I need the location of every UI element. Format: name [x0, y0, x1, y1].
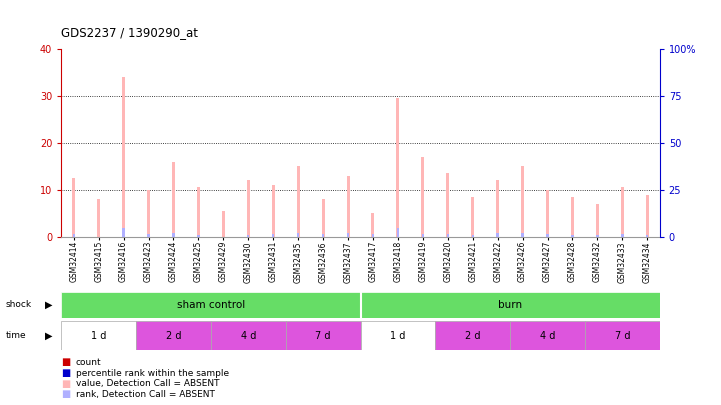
Text: 2 d: 2 d [166, 330, 181, 341]
Bar [136, 321, 211, 350]
Text: GDS2237 / 1390290_at: GDS2237 / 1390290_at [61, 26, 198, 39]
Bar [521, 166, 524, 237]
Text: 1 d: 1 d [390, 330, 406, 341]
Text: ■: ■ [61, 368, 71, 378]
Bar [585, 321, 660, 350]
Bar [446, 234, 449, 237]
Bar [397, 98, 399, 237]
Bar [360, 321, 435, 350]
Bar [472, 197, 474, 237]
Text: 4 d: 4 d [540, 330, 555, 341]
Bar [197, 188, 200, 237]
Bar [61, 321, 136, 350]
Bar [123, 228, 125, 237]
Bar [247, 235, 249, 237]
Text: 2 d: 2 d [465, 330, 480, 341]
Bar [646, 194, 649, 237]
Bar [122, 77, 125, 237]
Text: 7 d: 7 d [614, 330, 630, 341]
Bar [571, 197, 574, 237]
Bar [198, 235, 200, 237]
Bar [97, 199, 100, 237]
Bar [172, 233, 174, 237]
Bar [472, 235, 474, 237]
Bar [596, 235, 598, 237]
Bar [297, 233, 299, 237]
Text: rank, Detection Call = ABSENT: rank, Detection Call = ABSENT [76, 390, 215, 399]
Bar [247, 181, 249, 237]
Bar [596, 204, 599, 237]
Bar [421, 157, 425, 237]
Bar [422, 234, 424, 237]
Bar [72, 178, 75, 237]
Bar [172, 162, 175, 237]
Text: 1 d: 1 d [91, 330, 107, 341]
Text: sham control: sham control [177, 300, 245, 310]
Bar [397, 228, 399, 237]
Bar [621, 234, 624, 237]
Bar [272, 185, 275, 237]
Bar [296, 166, 300, 237]
Bar [521, 233, 523, 237]
Text: time: time [6, 331, 27, 340]
Text: percentile rank within the sample: percentile rank within the sample [76, 369, 229, 377]
Text: ▶: ▶ [45, 300, 53, 310]
Bar [621, 188, 624, 237]
Bar [222, 211, 225, 237]
Bar [147, 190, 150, 237]
Bar [497, 233, 499, 237]
Text: ■: ■ [61, 379, 71, 388]
Text: ▶: ▶ [45, 330, 53, 341]
Bar [360, 292, 660, 318]
Text: 4 d: 4 d [241, 330, 256, 341]
Bar [496, 181, 499, 237]
Text: ■: ■ [61, 389, 71, 399]
Text: 7 d: 7 d [315, 330, 331, 341]
Bar [547, 234, 549, 237]
Bar [571, 235, 574, 237]
Bar [446, 173, 449, 237]
Bar [272, 234, 275, 237]
Bar [371, 213, 374, 237]
Bar [347, 176, 350, 237]
Text: count: count [76, 358, 102, 367]
Bar [322, 234, 324, 237]
Bar [211, 321, 286, 350]
Text: value, Detection Call = ABSENT: value, Detection Call = ABSENT [76, 379, 219, 388]
Bar [372, 234, 374, 237]
Bar [61, 292, 360, 318]
Bar [546, 190, 549, 237]
Bar [347, 233, 349, 237]
Text: shock: shock [6, 300, 32, 309]
Text: burn: burn [498, 300, 522, 310]
Text: ■: ■ [61, 358, 71, 367]
Bar [435, 321, 510, 350]
Bar [147, 234, 150, 237]
Bar [646, 235, 648, 237]
Bar [286, 321, 360, 350]
Bar [322, 199, 324, 237]
Bar [73, 234, 75, 237]
Bar [510, 321, 585, 350]
